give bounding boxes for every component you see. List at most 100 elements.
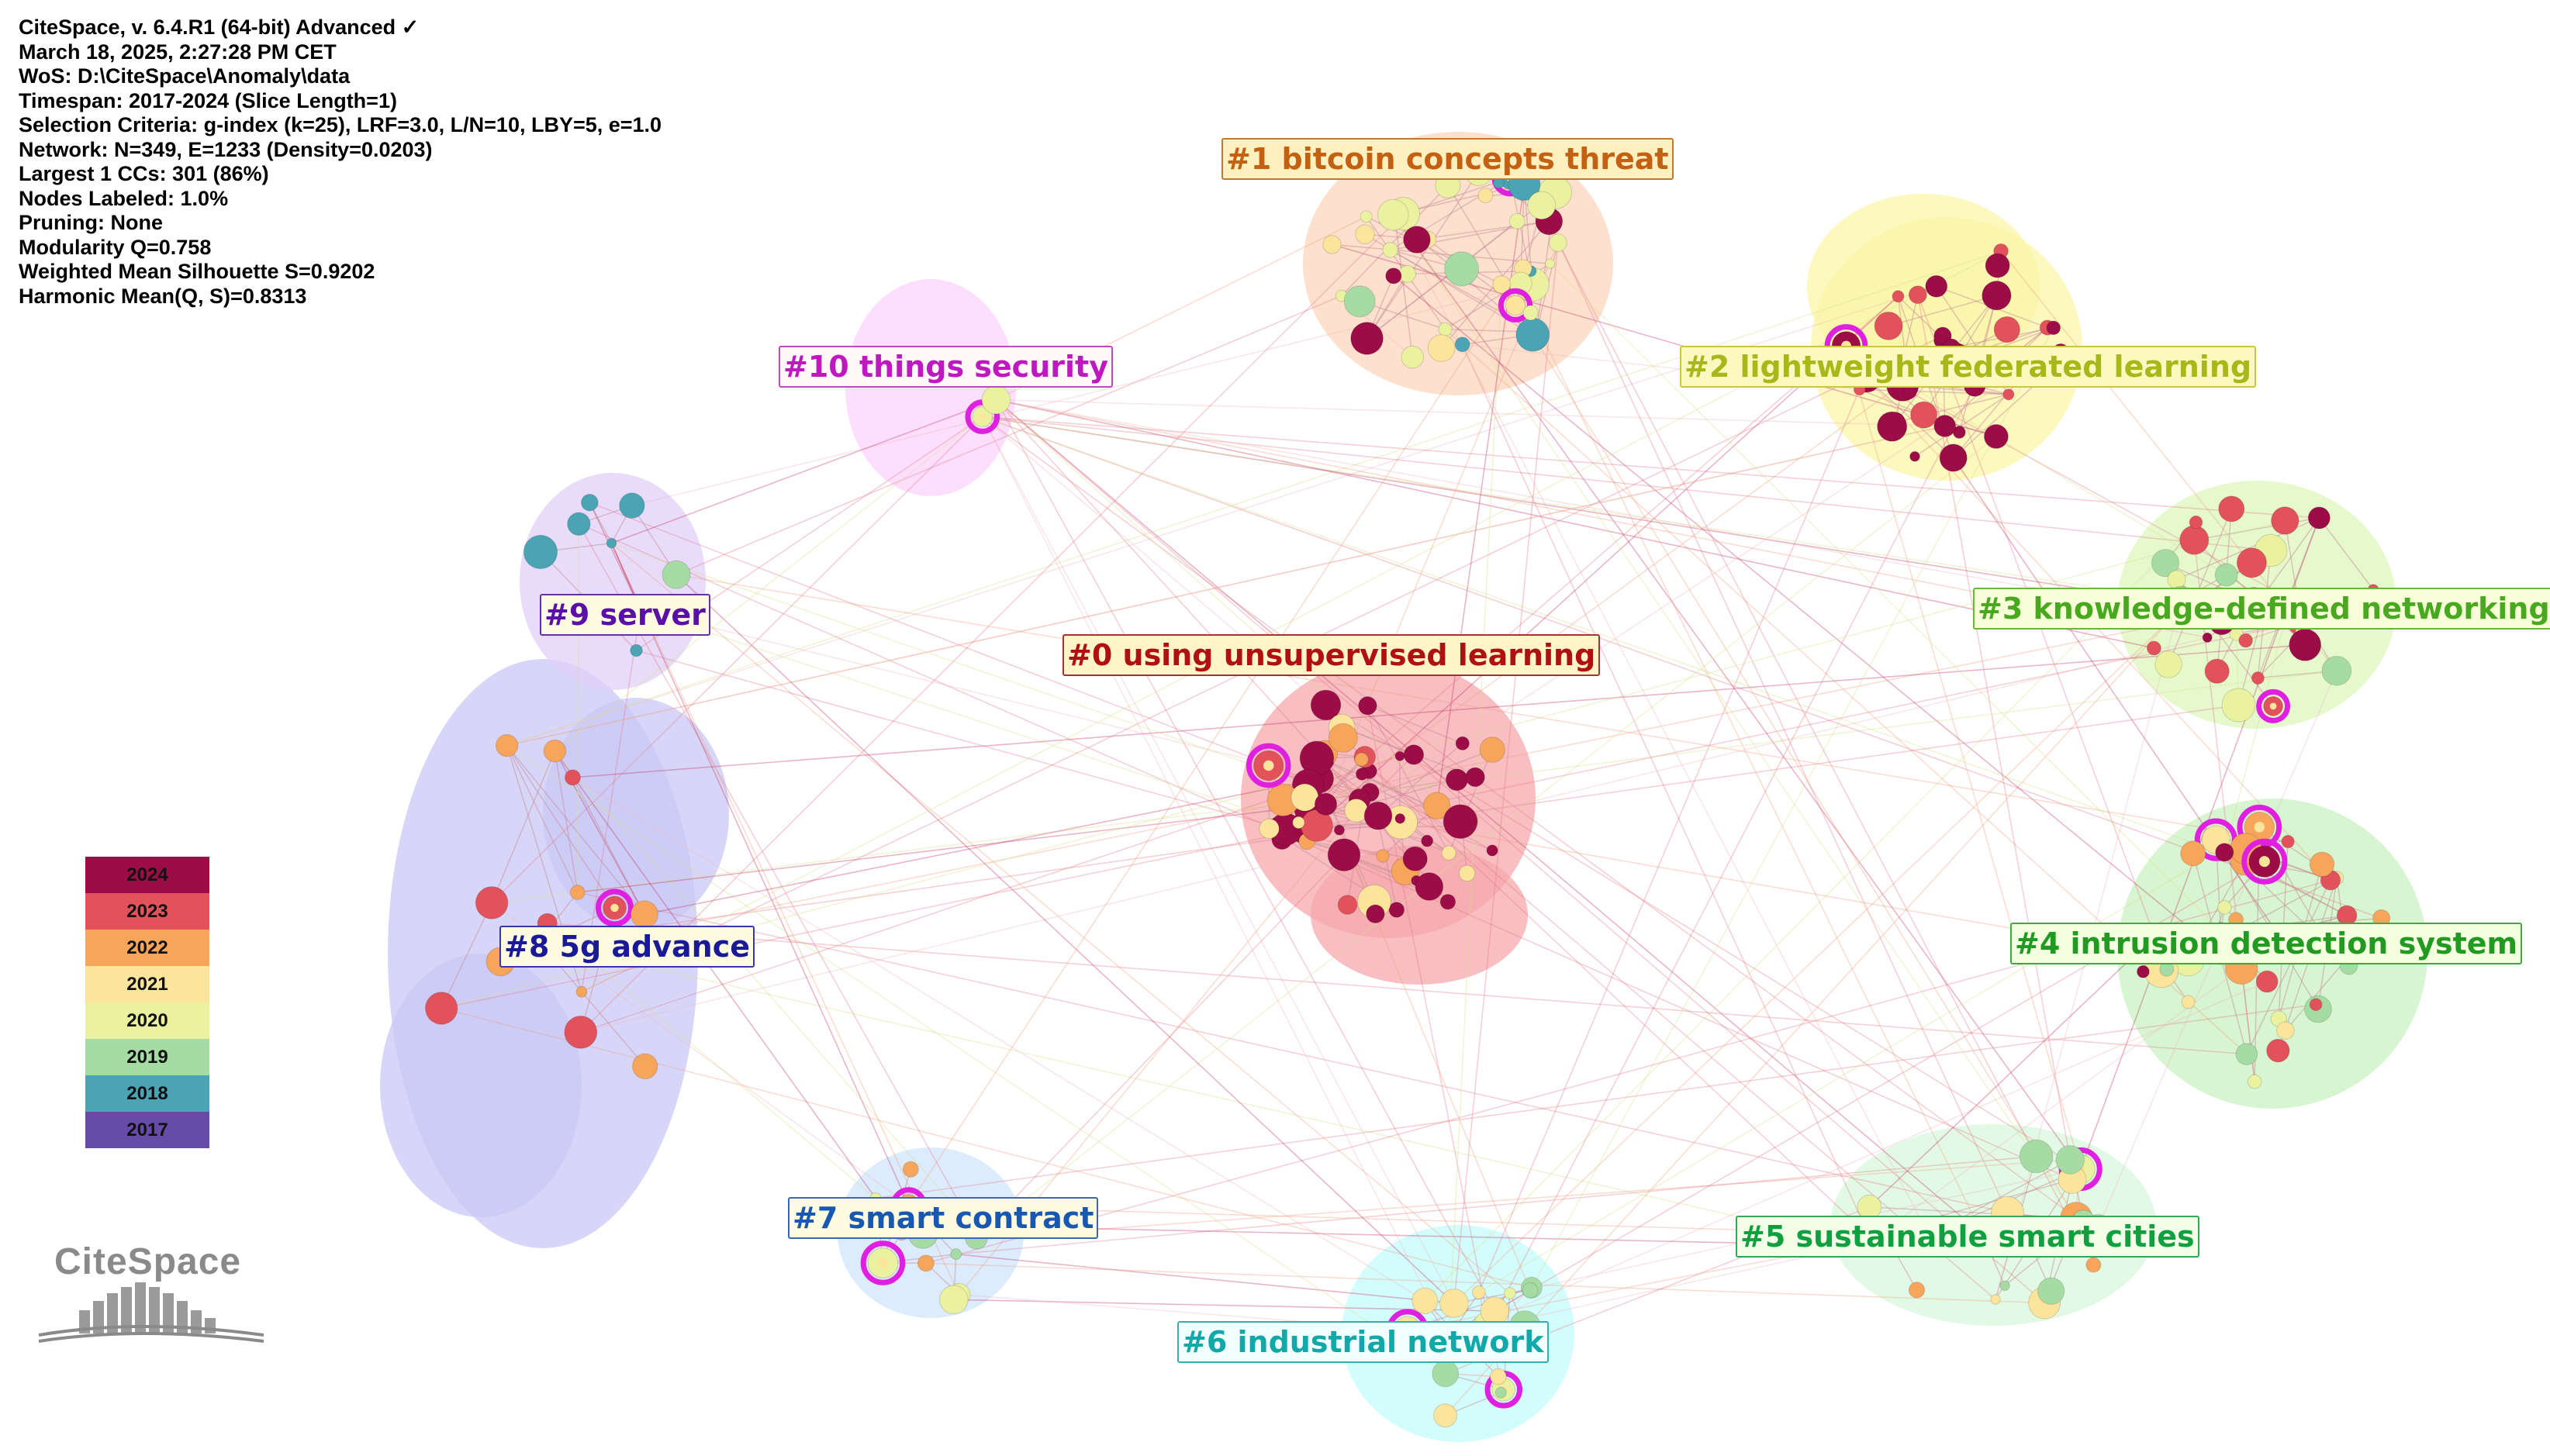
network-node[interactable]: [630, 900, 658, 929]
cluster-label-c1[interactable]: #1 bitcoin concepts threat: [1221, 138, 1674, 180]
network-node[interactable]: [2046, 320, 2061, 336]
network-node[interactable]: [1933, 415, 1957, 437]
network-node[interactable]: [1522, 305, 1539, 321]
network-node[interactable]: [575, 985, 588, 998]
cluster-label-c6[interactable]: #6 industrial network: [1177, 1321, 1549, 1363]
network-node[interactable]: [1494, 1386, 1507, 1399]
network-node[interactable]: [1432, 1360, 1460, 1388]
network-node[interactable]: [2276, 1021, 2295, 1040]
network-node[interactable]: [1355, 224, 1375, 244]
network-node[interactable]: [1455, 736, 1470, 750]
network-node[interactable]: [1439, 1289, 1469, 1319]
network-node[interactable]: [1909, 450, 1920, 462]
network-node[interactable]: [1358, 696, 1377, 716]
network-node[interactable]: [1376, 849, 1390, 863]
network-node[interactable]: [2251, 671, 2265, 685]
network-node[interactable]: [1985, 253, 2010, 278]
network-node[interactable]: [902, 1161, 919, 1178]
cluster-label-c4[interactable]: #4 intrusion detection system: [2010, 923, 2523, 964]
network-node[interactable]: [1504, 1287, 1516, 1299]
network-node[interactable]: [1444, 251, 1480, 287]
network-node[interactable]: [2281, 834, 2295, 849]
network-node[interactable]: [2238, 633, 2254, 648]
network-node[interactable]: [2289, 628, 2322, 661]
network-node[interactable]: [2221, 688, 2256, 723]
network-node[interactable]: [1366, 904, 1385, 924]
network-node[interactable]: [2202, 632, 2213, 643]
network-node[interactable]: [2137, 964, 2150, 978]
network-node[interactable]: [543, 739, 567, 763]
network-node[interactable]: [1471, 1285, 1486, 1299]
network-node[interactable]: [1328, 723, 1358, 753]
network-node[interactable]: [630, 643, 643, 657]
network-node[interactable]: [1508, 212, 1526, 229]
network-node[interactable]: [1394, 813, 1406, 824]
network-node[interactable]: [1423, 792, 1451, 819]
network-node[interactable]: [2181, 995, 2196, 1009]
network-node[interactable]: [1415, 872, 1444, 901]
network-node[interactable]: [569, 885, 586, 900]
network-node[interactable]: [2217, 900, 2232, 915]
network-node[interactable]: [981, 385, 1011, 415]
cluster-label-c0[interactable]: #0 using unsupervised learning: [1062, 634, 1601, 676]
network-node[interactable]: [1993, 316, 2020, 343]
network-node[interactable]: [2019, 1139, 2054, 1174]
cluster-label-c10[interactable]: #10 things security: [779, 346, 1113, 388]
network-node[interactable]: [1363, 801, 1393, 830]
network-node[interactable]: [1350, 322, 1384, 355]
network-node[interactable]: [2215, 843, 2234, 862]
network-node[interactable]: [1458, 864, 1476, 882]
network-node[interactable]: [1343, 285, 1376, 318]
network-node[interactable]: [1522, 1282, 1539, 1299]
network-node[interactable]: [1333, 824, 1345, 836]
network-node[interactable]: [1259, 818, 1280, 840]
cluster-label-c9[interactable]: #9 server: [540, 594, 710, 636]
network-node[interactable]: [1388, 902, 1405, 918]
network-node[interactable]: [1438, 322, 1453, 336]
network-node[interactable]: [1411, 1287, 1439, 1314]
network-node[interactable]: [2204, 658, 2230, 684]
network-node[interactable]: [1427, 334, 1456, 362]
network-node[interactable]: [2055, 1145, 2085, 1175]
cluster-label-c7[interactable]: #7 smart contract: [788, 1197, 1099, 1239]
network-node[interactable]: [1322, 235, 1342, 254]
cluster-label-c2[interactable]: #2 lightweight federated learning: [1680, 346, 2257, 388]
network-node[interactable]: [564, 1015, 598, 1049]
network-node[interactable]: [662, 560, 691, 589]
network-node[interactable]: [1454, 336, 1470, 353]
network-node[interactable]: [1446, 768, 1468, 792]
network-node[interactable]: [2309, 998, 2323, 1012]
network-node[interactable]: [1548, 233, 1567, 252]
network-node[interactable]: [2236, 547, 2267, 578]
cluster-label-c5[interactable]: #5 sustainable smart cities: [1736, 1216, 2199, 1258]
network-node[interactable]: [2189, 515, 2203, 530]
network-node[interactable]: [1489, 1368, 1507, 1385]
network-node[interactable]: [1292, 816, 1305, 830]
network-node[interactable]: [2266, 1038, 2290, 1063]
network-node[interactable]: [2321, 655, 2352, 686]
network-node[interactable]: [1443, 804, 1478, 840]
network-node[interactable]: [1310, 689, 1342, 721]
network-node[interactable]: [2235, 1043, 2258, 1065]
network-node[interactable]: [606, 537, 617, 549]
cluster-label-c8[interactable]: #8 5g advance: [499, 926, 755, 968]
network-node[interactable]: [1925, 274, 1948, 298]
network-node[interactable]: [1486, 844, 1498, 857]
network-node[interactable]: [1401, 345, 1425, 369]
cluster-label-c3[interactable]: #3 knowledge-defined networking: [1973, 588, 2550, 630]
network-node[interactable]: [1983, 424, 2009, 449]
network-node[interactable]: [1337, 895, 1358, 915]
network-node[interactable]: [1354, 752, 1369, 767]
network-node[interactable]: [1314, 792, 1338, 816]
network-node[interactable]: [2255, 970, 2279, 993]
network-node[interactable]: [1403, 226, 1431, 254]
network-node[interactable]: [1465, 767, 1485, 788]
network-node[interactable]: [1908, 285, 1927, 305]
network-node[interactable]: [2154, 650, 2182, 678]
network-node[interactable]: [1355, 768, 1369, 781]
network-node[interactable]: [2309, 851, 2335, 878]
network-node[interactable]: [1892, 290, 1905, 303]
network-node[interactable]: [619, 492, 645, 519]
network-node[interactable]: [1402, 846, 1428, 871]
network-node[interactable]: [1939, 443, 1968, 472]
